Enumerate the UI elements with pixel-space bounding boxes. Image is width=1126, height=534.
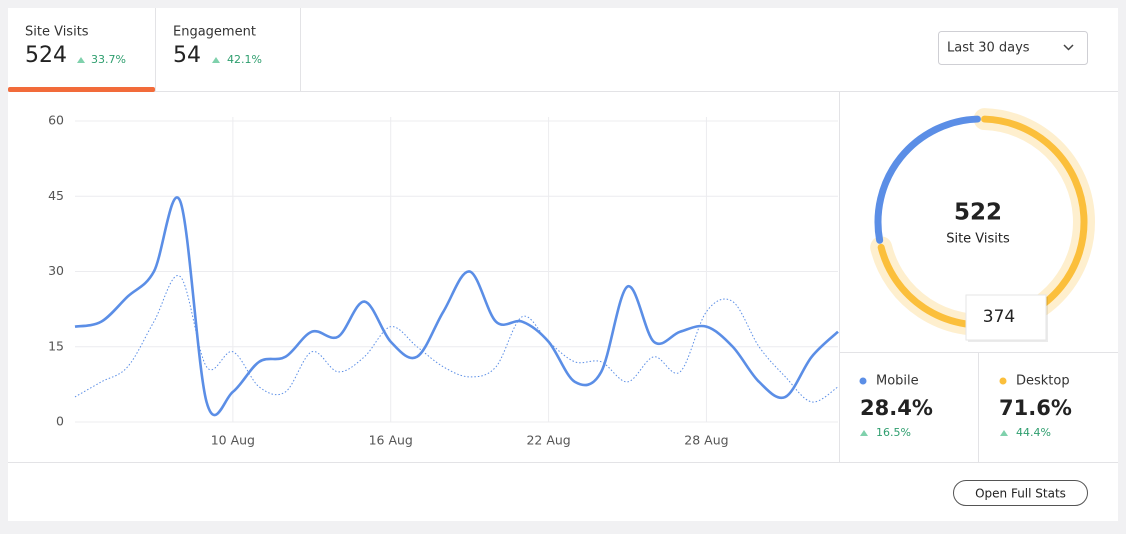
center-label: Site Visits bbox=[946, 232, 1010, 247]
donut-segment bbox=[877, 115, 1088, 329]
up-icon bbox=[77, 57, 85, 63]
legend-dot bbox=[999, 377, 1007, 385]
tab-bg[interactable] bbox=[8, 8, 155, 91]
share-change: 16.5% bbox=[876, 426, 911, 439]
share-value: 71.6% bbox=[999, 396, 1072, 420]
tab[interactable]: Site Visits 524 33.7% bbox=[8, 8, 155, 92]
y-tick-label: 45 bbox=[48, 188, 64, 203]
tab[interactable]: Engagement 54 42.1% bbox=[156, 8, 300, 91]
tab-bg[interactable] bbox=[156, 8, 300, 91]
share-change: 44.4% bbox=[1016, 426, 1051, 439]
legend-label: Mobile bbox=[876, 374, 919, 389]
tab-change: 42.1% bbox=[227, 53, 262, 66]
tab-label: Site Visits bbox=[25, 25, 89, 40]
button-text: Open Full Stats bbox=[975, 487, 1066, 501]
card bbox=[8, 8, 1118, 521]
center-value: 522 bbox=[954, 200, 1002, 226]
tooltip-value: 374 bbox=[983, 307, 1015, 327]
range-dropdown[interactable]: Last 30 days bbox=[938, 31, 1088, 65]
button-bg[interactable] bbox=[953, 480, 1088, 506]
up-icon bbox=[1000, 430, 1008, 436]
tab-value: 54 bbox=[173, 43, 201, 68]
line-series bbox=[74, 196, 839, 417]
y-tick-label: 60 bbox=[48, 113, 64, 128]
x-tick-label: 22 Aug bbox=[526, 433, 570, 448]
x-tick-label: 10 Aug bbox=[211, 433, 255, 448]
legend-label: Desktop bbox=[1016, 374, 1070, 389]
breakdown: Mobile 28.4% 16.5% Desktop 71.6% 44.4% bbox=[859, 374, 1072, 439]
up-icon bbox=[212, 57, 220, 63]
legend-dot bbox=[859, 377, 867, 385]
dropdown-box[interactable] bbox=[938, 31, 1088, 65]
y-tick-label: 15 bbox=[48, 338, 64, 353]
up-icon bbox=[860, 430, 868, 436]
chevron bbox=[1063, 44, 1074, 51]
tooltip-box bbox=[965, 294, 1047, 341]
tab-value: 524 bbox=[25, 43, 67, 68]
tab-change: 33.7% bbox=[91, 53, 126, 66]
y-tick-label: 30 bbox=[48, 263, 64, 278]
y-tick-label: 0 bbox=[56, 414, 64, 429]
line-series bbox=[74, 275, 839, 403]
active-indicator bbox=[8, 87, 155, 92]
share-value: 28.4% bbox=[860, 396, 933, 420]
x-tick-label: 16 Aug bbox=[369, 433, 413, 448]
x-tick-label: 28 Aug bbox=[684, 433, 728, 448]
tab-label: Engagement bbox=[173, 25, 256, 40]
donut-segment bbox=[874, 115, 981, 244]
full-stats-button[interactable]: Open Full Stats bbox=[953, 480, 1088, 506]
dropdown-text: Last 30 days bbox=[947, 41, 1030, 56]
